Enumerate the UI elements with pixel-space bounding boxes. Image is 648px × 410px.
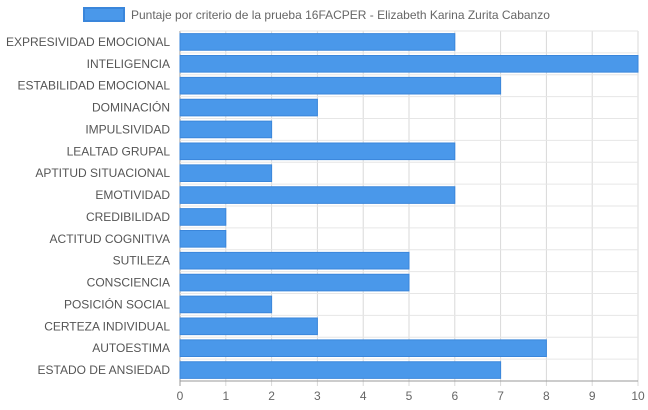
category-label: EXPRESIVIDAD EMOCIONAL (6, 35, 170, 49)
x-tick-label: 2 (268, 389, 275, 403)
legend-swatch[interactable] (83, 7, 125, 22)
category-label: APTITUD SITUACIONAL (35, 166, 170, 180)
category-axis: EXPRESIVIDAD EMOCIONAL INTELIGENCIA ESTABI… (6, 35, 170, 377)
bar[interactable] (179, 33, 456, 51)
x-tick-label: 4 (360, 389, 367, 403)
x-tick-label: 5 (406, 389, 413, 403)
category-label: CERTEZA INDIVIDUAL (44, 319, 170, 333)
bar[interactable] (179, 208, 227, 226)
bar[interactable] (179, 120, 273, 139)
bar[interactable] (179, 98, 318, 117)
x-tick-label: 7 (497, 389, 504, 403)
bar[interactable] (179, 317, 318, 336)
x-tick-label: 0 (177, 389, 184, 403)
bar[interactable] (179, 55, 639, 73)
category-label: IMPULSIVIDAD (85, 122, 170, 136)
bar[interactable] (179, 273, 410, 292)
category-label: LEALTAD GRUPAL (67, 144, 171, 158)
x-tick-label: 9 (589, 389, 596, 403)
category-label: POSICIÓN SOCIAL (64, 296, 170, 311)
category-label: ESTADO DE ANSIEDAD (38, 363, 171, 377)
bar[interactable] (179, 251, 410, 270)
category-label: SUTILEZA (113, 254, 170, 268)
category-label: ACTITUD COGNITIVA (50, 232, 170, 246)
bar[interactable] (179, 142, 456, 161)
bar[interactable] (179, 76, 502, 95)
category-label: AUTOESTIMA (92, 341, 170, 355)
category-label: CONSCIENCIA (87, 276, 170, 290)
x-tick-label: 3 (314, 389, 321, 403)
bar[interactable] (179, 361, 502, 379)
bar[interactable] (179, 295, 273, 314)
value-axis: 0 1 2 3 4 5 6 7 8 9 10 (177, 389, 645, 403)
bars (179, 33, 639, 379)
x-tick-label: 8 (543, 389, 550, 403)
category-label: CREDIBILIDAD (86, 210, 170, 224)
x-tick-label: 6 (451, 389, 458, 403)
x-tick-label: 1 (222, 389, 229, 403)
category-label: ESTABILIDAD EMOCIONAL (18, 79, 171, 93)
category-label: INTELIGENCIA (87, 57, 170, 71)
bar[interactable] (179, 230, 227, 248)
bar[interactable] (179, 186, 456, 204)
category-label: DOMINACIÓN (92, 100, 170, 115)
bar[interactable] (179, 339, 547, 357)
legend-label[interactable]: Puntaje por criterio de la prueba 16FACP… (131, 8, 550, 22)
x-tick-label: 10 (631, 389, 645, 403)
legend[interactable]: Puntaje por criterio de la prueba 16FACP… (83, 7, 550, 22)
category-label: EMOTIVIDAD (95, 188, 170, 202)
bar[interactable] (179, 164, 273, 182)
